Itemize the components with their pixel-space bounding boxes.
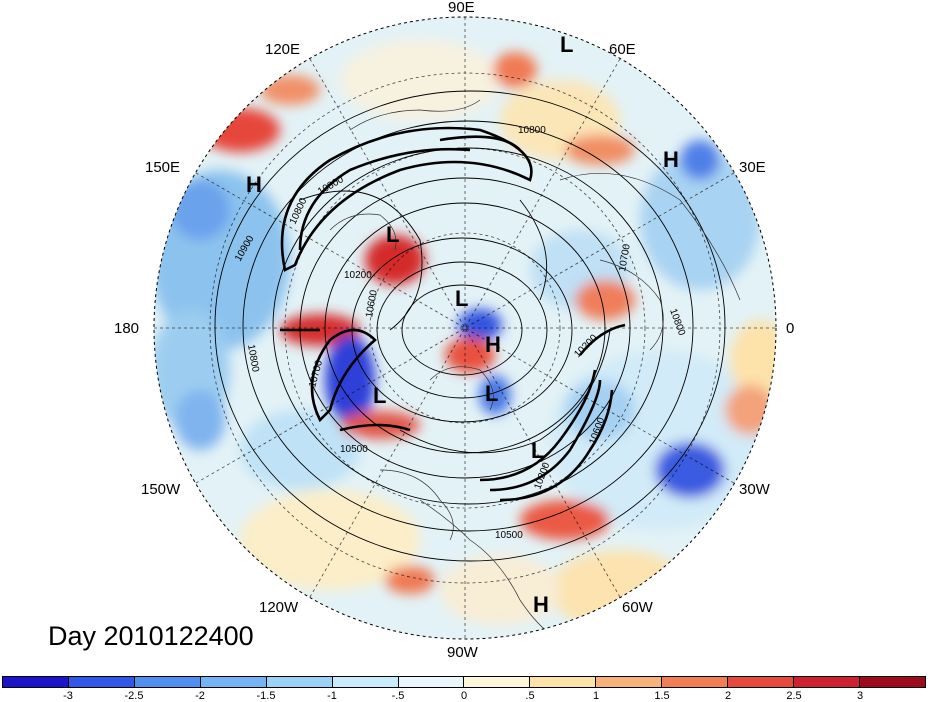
contour-label: 10200 (344, 270, 372, 281)
colorbar-swatch (332, 677, 399, 687)
colorbar-swatch (3, 677, 69, 687)
colorbar-tick-label: -1.5 (256, 690, 276, 702)
colorbar-tick-label: -2 (195, 690, 205, 702)
longitude-label-120w: 120W (259, 599, 299, 616)
longitude-label-60e: 60E (609, 41, 636, 58)
colorbar-swatch (859, 677, 925, 687)
low-pressure-center: L (455, 286, 468, 311)
colorbar-swatch (398, 677, 465, 687)
low-pressure-center: L (386, 222, 399, 247)
coastlines (329, 99, 741, 639)
colorbar-tick-label: 0 (460, 690, 468, 702)
colorbar-swatch (134, 677, 201, 687)
colorbar-swatch (794, 677, 860, 687)
jet-contours (280, 126, 626, 502)
longitude-label-0: 0 (786, 320, 795, 337)
high-pressure-center: H (485, 332, 501, 357)
low-pressure-center: L (485, 381, 498, 406)
contour-label: 10500 (495, 530, 523, 541)
longitude-label-30w: 30W (739, 481, 770, 498)
longitude-label-150w: 150W (141, 481, 181, 498)
contour-label: 10700 (617, 243, 633, 273)
colorbar-swatch (266, 677, 333, 687)
colorbar-swatch (662, 677, 729, 687)
colorbar-swatch (596, 677, 663, 687)
date-title: Day 2010122400 (48, 621, 254, 651)
high-pressure-center: H (663, 147, 679, 172)
low-pressure-center: L (373, 383, 386, 408)
pressure-centers: L H H L L H L L L H (246, 32, 679, 617)
colorbar-swatch (728, 677, 795, 687)
colorbar-tick-label: -2.5 (124, 690, 144, 702)
colorbar-swatch (200, 677, 267, 687)
colorbar (2, 676, 926, 688)
map-boundary (153, 16, 777, 640)
low-pressure-center: L (531, 438, 544, 463)
colorbar-swatch (464, 677, 531, 687)
longitude-label-60w: 60W (622, 599, 653, 616)
anomaly-field (154, 17, 776, 639)
contour-label: 10800 (245, 344, 261, 374)
colorbar-tick-label: 3 (856, 690, 864, 702)
colorbar-tick-label: -.5 (391, 690, 405, 702)
longitude-label-90e: 90E (448, 0, 475, 16)
longitude-label-120e: 120E (265, 41, 301, 58)
longitude-label-180: 180 (114, 320, 140, 337)
colorbar-swatch (68, 677, 135, 687)
longitude-label-30e: 30E (739, 159, 766, 176)
longitude-label-90w: 90W (447, 644, 478, 661)
high-pressure-center: H (246, 172, 262, 197)
colorbar-tick-label: 1.5 (654, 690, 670, 702)
colorbar-tick-label: 1 (592, 690, 600, 702)
colorbar-tick-label: 2 (724, 690, 732, 702)
colorbar-tick-label: -3 (63, 690, 73, 702)
colorbar-tick-label: -1 (327, 690, 337, 702)
contour-label: 10600 (364, 289, 380, 319)
colorbar-tick-label: .5 (525, 690, 535, 702)
contour-label: 10500 (340, 444, 368, 455)
low-pressure-center: L (560, 32, 573, 57)
high-pressure-center: H (533, 592, 549, 617)
contour-label: 10800 (518, 125, 546, 136)
longitude-label-150e: 150E (145, 159, 181, 176)
colorbar-swatch (530, 677, 597, 687)
colorbar-tick-label: 2.5 (786, 690, 802, 702)
